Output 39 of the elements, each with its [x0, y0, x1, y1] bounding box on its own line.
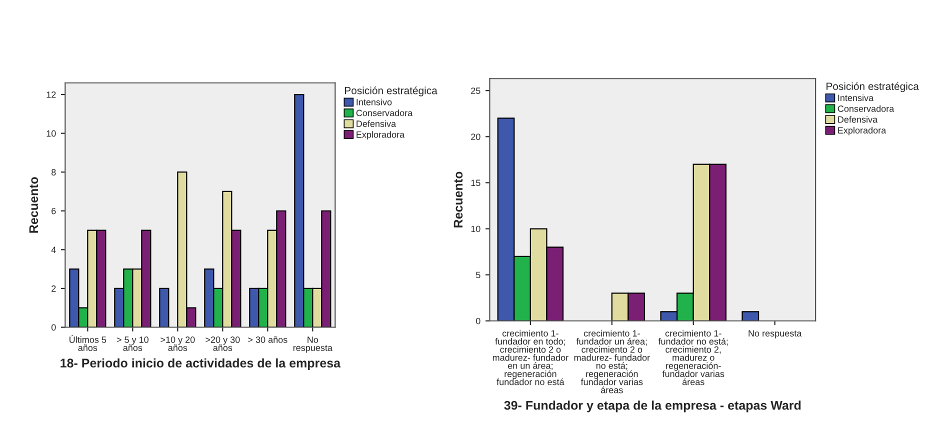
x-tick-label: No respuesta	[748, 330, 802, 338]
y-tick-label: 10	[471, 226, 480, 232]
y-tick-label: 6	[52, 208, 56, 214]
y-tick-label: 12	[46, 91, 56, 98]
x-tick-label: Últimos 5 años	[70, 334, 106, 351]
y-tick-label: 0	[476, 318, 480, 324]
legend-label: Intensiva	[838, 94, 874, 102]
x-tick-label: No respuesta	[293, 336, 332, 353]
y-tick-label: 15	[471, 180, 480, 186]
y-tick-label: 0	[51, 324, 56, 331]
y-axis-title: Recuento	[454, 172, 463, 228]
legend-label: Conservadora	[838, 105, 894, 112]
x-tick-label: > 5 y 10 años	[116, 336, 148, 351]
x-tick-label: crecimiento 1- fundador un área; crecimiento 2 o madurez- fundador no está; regeneración fundador varias áreas	[574, 330, 650, 394]
x-tick-label: crecimiento 1- fundador en todo; crecimiento 2 o madurez- fundador en un área; regeneración fundador no está	[492, 330, 568, 386]
x-tick-label: > 30 años	[248, 336, 288, 343]
x-tick-label: >20 y 30 años	[206, 336, 240, 351]
x-axis-title: 18- Periodo inicio de actividades de la empresa	[60, 358, 341, 370]
y-tick-label: 10	[46, 130, 56, 137]
x-tick-label: >10 y 20 años	[160, 336, 195, 351]
bar	[159, 288, 170, 328]
legend-label: Exploradora	[356, 131, 405, 140]
y-tick-label: 4	[51, 246, 56, 253]
y-tick-label: 8	[52, 169, 56, 176]
y-axis-title: Recuento	[29, 177, 38, 233]
x-tick-label: crecimiento 1- fundador no está; crecimiento 2, madurez o regeneración- fundador varias áreas	[658, 330, 728, 386]
legend-title: Posición estratégica	[345, 86, 438, 96]
legend-label: Exploradora	[838, 126, 886, 136]
legend-title: Posición estratégica	[826, 82, 919, 92]
x-axis-title: 39- Fundador y etapa de la empresa - etapas Ward	[504, 400, 801, 412]
legend-label: Defensiva	[356, 120, 396, 127]
legend-label: Defensiva	[838, 116, 878, 123]
y-tick-label: 25	[471, 88, 480, 94]
y-tick-label: 5	[476, 272, 480, 278]
legend-label: Conservadora	[356, 110, 413, 116]
y-tick-label: 2	[52, 285, 56, 292]
legend-label: Intensivo	[356, 98, 392, 106]
bar	[742, 311, 760, 321]
y-tick-label: 20	[471, 134, 480, 140]
